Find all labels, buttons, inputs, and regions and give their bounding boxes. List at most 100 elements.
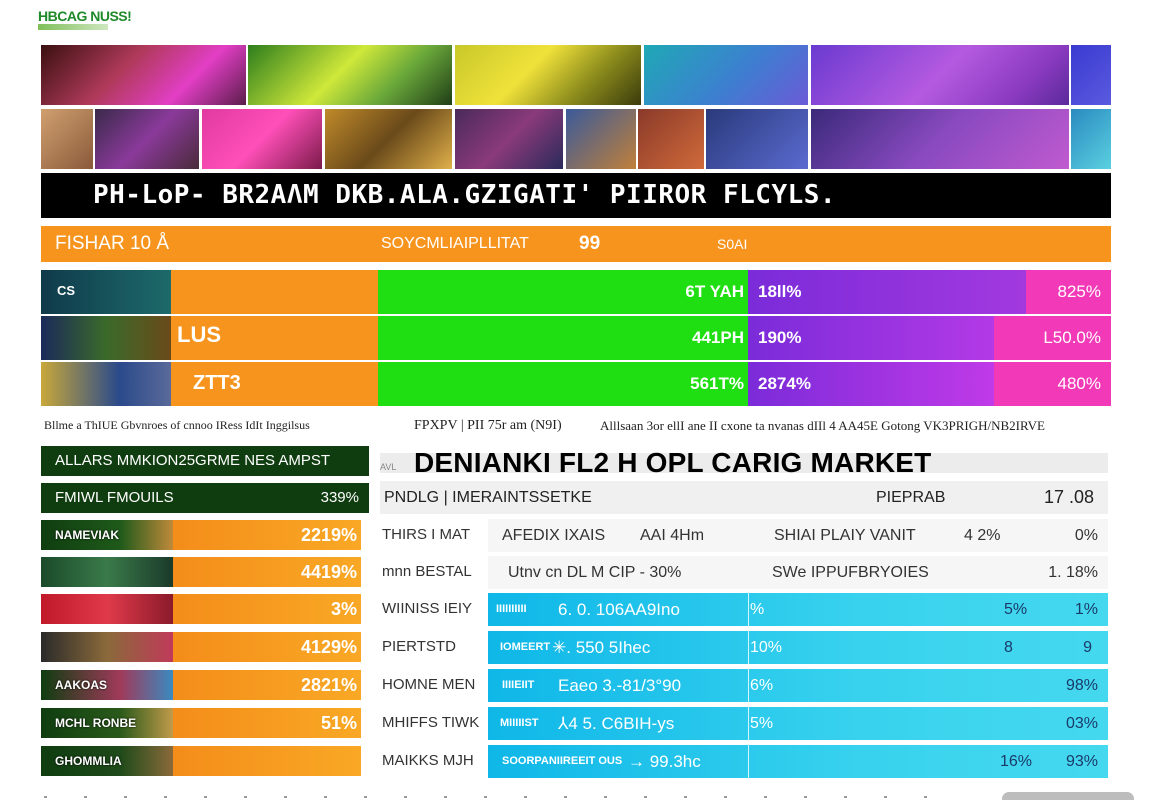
left-row-caption: NAMEVIAK [55,528,120,542]
left-row-image[interactable]: AAKOAS [41,670,173,700]
market-row[interactable]: IOMEERT ✳. 550 5Ihec 10% 8 9 [488,631,1108,664]
row-magenta-value: 825% [1026,270,1111,314]
collage-image-15[interactable] [811,109,1069,169]
market-row-label: THIRS I MAT [382,526,471,543]
left-row[interactable]: NAMEVIAK 2219% [41,520,361,550]
column-divider [748,745,749,778]
left-row-pct: 51% [320,713,357,733]
left-panel-title: ALLARS MMKION25GRME NES AMPST [41,446,369,476]
collage-image-5[interactable] [811,45,1069,105]
left-row-pct: 3% [330,599,357,619]
market-cell-c: 6% [750,677,774,694]
left-row[interactable]: 4129% [41,632,361,662]
left-row-image[interactable]: MCHL RONBE [41,708,173,738]
market-row[interactable]: MIIIIIST ⅄4 5. C6BIH-ys 5% 03% [488,707,1108,740]
summary-row[interactable]: ZTT3 561T% 2874% 480% [41,362,1111,406]
footer-divider [44,796,944,798]
row-green-value: 561T% [378,362,748,406]
left-row-bar: 51% [173,708,361,738]
site-logo[interactable]: HBCAG NUSS! [38,8,132,24]
row-thumbnail[interactable]: CS [41,270,171,314]
collage-image-1[interactable] [41,45,246,105]
market-cell-c: SHIAI PLAIY VANIT [774,527,916,544]
row-orange-cell [171,270,378,314]
left-row-pct: 4419% [300,562,357,582]
market-cell-a: 6. 0. 106AA9Ino [558,600,680,619]
left-row-image[interactable] [41,557,173,587]
row-thumbnail-label: LUS [177,322,221,347]
market-row-label: mnn BESTAL [382,563,472,580]
market-row[interactable]: AFEDIX IXAIS AAI 4Hm SHIAI PLAIY VANIT 4… [488,519,1108,552]
market-row[interactable]: IIIIEIIT Eaeo 3.-81/3°90 6% 98% [488,669,1108,702]
row-orange-cell: ZTT3 [171,362,378,406]
market-cell-a: Eaeo 3.-81/3°90 [558,676,682,695]
market-row-label: PIERTSTD [382,638,456,655]
collage-image-12[interactable] [566,109,636,169]
left-row-image[interactable]: GHOMMLIA [41,746,173,776]
left-row-image[interactable] [41,632,173,662]
market-row-label: MAIKKS MJH [382,752,474,769]
market-cell-e: 1. 18% [1048,564,1098,581]
market-cell-e: 1% [1074,601,1098,618]
column-divider [748,631,749,664]
left-row[interactable]: AAKOAS 2821% [41,670,361,700]
column-divider [748,707,749,740]
market-header-left: PNDLG | IMERAINTSSETKE [384,489,592,506]
market-cell-a: AFEDIX IXAIS [502,527,606,544]
left-row-bar: 2219% [173,520,361,550]
left-row-caption: AAKOAS [55,678,108,692]
left-row[interactable]: 4419% [41,557,361,587]
collage-image-7[interactable] [41,109,93,169]
market-cell-d: 4 2% [964,527,1001,544]
horizontal-scrollbar[interactable] [1002,792,1134,800]
market-cell-a: Utnv cn DL M CIP - 30% [508,564,682,581]
notes-left: Bllme a ThIUE Gbvnroes of cnnoo IRess Id… [44,418,310,432]
collage-image-9[interactable] [202,109,322,169]
market-cell-tag: MIIIIIST [500,717,539,729]
collage-image-13[interactable] [638,109,704,169]
collage-image-10[interactable] [325,109,452,169]
collage-image-16[interactable] [1071,109,1111,169]
collage-image-6[interactable] [1071,45,1111,105]
market-tag: AVL [380,462,397,472]
left-row-bar [173,746,361,776]
row-thumbnail[interactable] [41,316,171,360]
market-cell-b: AAI 4Hm [640,527,705,544]
market-cell-tag: IIIIIIIIII [496,603,527,615]
market-cell-a: ⅄4 5. C6BIH-ys [558,714,675,733]
left-row[interactable]: 3% [41,594,361,624]
collage-image-3[interactable] [455,45,641,105]
summary-row[interactable]: CS 6T YAH 18ll% 825% [41,270,1111,314]
market-cell-a: → 99.3hc [628,752,701,771]
collage-image-14[interactable] [706,109,808,169]
column-divider [748,669,749,702]
collage-image-2[interactable] [248,45,452,105]
market-cell-e: 0% [1074,527,1098,544]
left-row-image[interactable]: NAMEVIAK [41,520,173,550]
row-thumbnail[interactable] [41,362,171,406]
market-row[interactable]: SOORPANIIREEIT OUS → 99.3hc 16% 93% [488,745,1108,778]
market-header-mid: PIEPRAB [876,489,946,506]
market-row[interactable]: Utnv cn DL M CIP - 30% SWe IPPUFBRYOIES … [488,556,1108,589]
collage-image-8[interactable] [95,109,199,169]
left-row-image[interactable] [41,594,173,624]
left-subheader-label: FMIWL FMOUILS [55,489,174,506]
summary-row[interactable]: LUS 441PH 190% L50.0% [41,316,1111,360]
left-row-bar: 4419% [173,557,361,587]
collage-image-4[interactable] [644,45,808,105]
notes-right: Alllsaan 3or ellI ane II cxone ta nvanas… [600,418,1045,433]
summary-header-right: S0AI [717,236,748,252]
left-row[interactable]: MCHL RONBE 51% [41,708,361,738]
left-row-caption: MCHL RONBE [55,716,137,730]
market-cell-d: 16% [1000,753,1033,770]
market-cell-e: 03% [1065,715,1098,732]
market-cell-c: % [750,601,765,618]
left-row-pct: 4129% [300,637,357,657]
row-green-value: 6T YAH [378,270,748,314]
row-thumbnail-label: CS [57,283,76,298]
left-row[interactable]: GHOMMLIA [41,746,361,776]
market-row[interactable]: IIIIIIIIII 6. 0. 106AA9Ino % 5% 1% [488,593,1108,626]
collage-image-11[interactable] [455,109,563,169]
market-cell-c: SWe IPPUFBRYOIES [772,564,929,581]
market-cell-a: ✳. 550 5Ihec [552,638,651,657]
